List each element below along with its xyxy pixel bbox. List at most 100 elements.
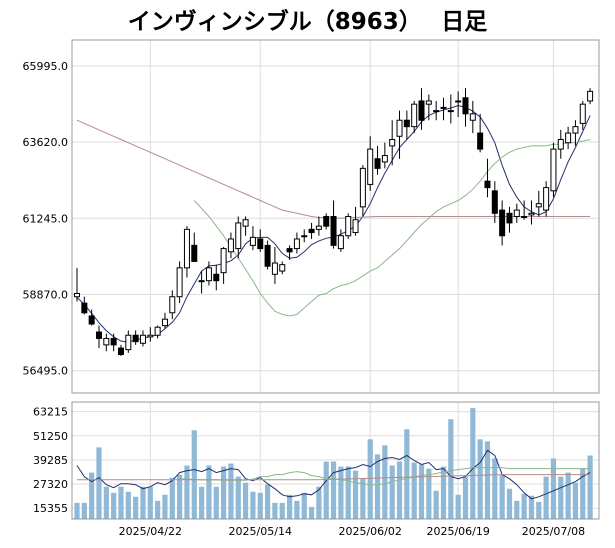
candle-body: [227, 238, 234, 253]
volume-bar: [89, 472, 95, 519]
candle-body: [301, 235, 308, 238]
candle-body: [447, 110, 454, 113]
candle: [491, 181, 498, 223]
volume-bar: [448, 419, 454, 519]
price-y-tick-label: 65995.0: [23, 60, 69, 73]
candle: [169, 290, 176, 320]
candle-body: [110, 337, 117, 346]
candle: [506, 206, 513, 233]
candle-body: [286, 248, 293, 253]
date-axis: 2025/04/22 2025/05/14 2025/06/02 2025/06/19…: [119, 525, 586, 538]
candle: [95, 325, 102, 349]
candle-body: [125, 334, 132, 351]
candle-body: [315, 225, 322, 230]
volume-moving-averages: [76, 449, 591, 500]
candle: [271, 246, 278, 284]
volume-bar: [492, 458, 498, 519]
candle: [220, 246, 227, 284]
candle-body: [374, 158, 381, 169]
volume-bar: [484, 441, 491, 519]
candle: [249, 226, 256, 251]
candle-body: [521, 216, 528, 218]
volume-y-tick-label: 15355: [33, 502, 68, 515]
candle: [132, 330, 139, 345]
volume-bar: [81, 502, 87, 519]
candle: [191, 232, 198, 262]
candle: [418, 88, 425, 130]
candle: [279, 261, 286, 275]
candle-body: [433, 110, 440, 113]
candle-body: [154, 326, 161, 336]
candle-body: [103, 337, 110, 346]
candle-body: [308, 228, 315, 234]
candle-body: [183, 228, 190, 269]
candle: [198, 271, 205, 294]
volume-bar: [301, 492, 307, 519]
price-y-tick-label: 63620.0: [23, 136, 69, 149]
candle-body: [367, 148, 374, 185]
candle: [521, 200, 528, 220]
volume-bar: [228, 463, 234, 519]
volume-bar: [169, 477, 175, 519]
volume-bar: [257, 492, 263, 519]
volume-bar: [286, 494, 293, 519]
volume-bar: [418, 464, 425, 519]
volume-bar: [316, 486, 322, 519]
candle-body: [264, 244, 271, 267]
volume-bar: [125, 491, 131, 519]
date-tick-label: 2025/07/08: [522, 525, 585, 538]
candle-body: [440, 106, 447, 109]
candle-body: [535, 203, 542, 208]
volume-bar: [565, 472, 571, 519]
candle-body: [418, 100, 425, 121]
candle: [528, 200, 535, 225]
candle: [264, 240, 271, 270]
volume-bar: [382, 445, 388, 519]
volume-bar: [587, 455, 593, 519]
candle-body: [359, 167, 366, 208]
candle-body: [213, 273, 220, 282]
volume-bar: [396, 461, 403, 519]
volume-bar: [323, 461, 329, 519]
candle-body: [271, 262, 278, 275]
chart-title: インヴィンシブル（8963） 日足: [127, 9, 488, 35]
candle: [484, 158, 491, 198]
volume-bar: [580, 468, 586, 519]
volume-bar: [389, 465, 395, 519]
candle-body: [477, 132, 484, 150]
volume-bar: [352, 470, 359, 519]
candle-body: [557, 138, 564, 150]
candle: [565, 126, 572, 150]
volume-bar: [440, 466, 447, 519]
candle: [535, 190, 542, 217]
candle: [139, 330, 146, 347]
candle-body: [462, 97, 469, 115]
volume-bar: [111, 492, 117, 519]
candle-body: [550, 148, 557, 192]
candle: [440, 97, 447, 121]
candle: [411, 100, 418, 134]
volume-bar: [221, 466, 227, 519]
candle: [367, 136, 374, 191]
volume-ma-line-1: [76, 449, 591, 500]
candle: [477, 113, 484, 153]
candle: [550, 142, 557, 198]
candle: [557, 129, 564, 159]
volume-bar: [462, 476, 469, 519]
volume-bar: [103, 486, 109, 519]
date-tick-label: 2025/06/19: [426, 525, 489, 538]
volume-ma-line-3: [77, 474, 591, 481]
volume-bar: [572, 482, 579, 519]
volume-bar: [213, 486, 219, 519]
candle: [543, 181, 550, 217]
volume-y-tick-label: 27320: [33, 478, 68, 491]
candle-body: [572, 126, 579, 134]
candle: [469, 100, 476, 134]
candle-body: [345, 216, 352, 237]
volume-bar: [133, 496, 139, 519]
candle-body: [352, 219, 359, 234]
candle: [315, 216, 322, 236]
date-tick-label: 2025/06/02: [338, 525, 401, 538]
candle: [359, 165, 366, 217]
volume-bar: [177, 474, 183, 519]
